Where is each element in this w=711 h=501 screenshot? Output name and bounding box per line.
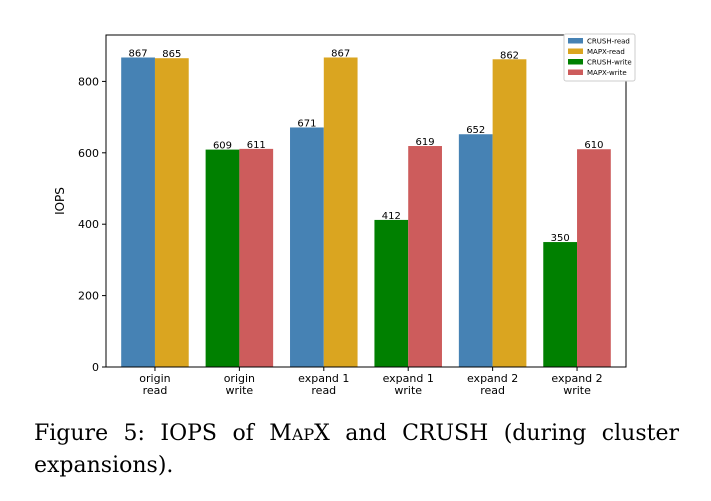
caption-suffix: and CRUSH (during cluster expansions). (34, 421, 679, 478)
bar-crush-write-4 (374, 219, 409, 367)
bar-mapx-write-4 (408, 146, 442, 367)
data-label-mapx-write-4: 619 (416, 137, 435, 148)
y-tick-label-0: 0 (92, 361, 99, 374)
caption-prefix: Figure 5: IOPS of (34, 421, 270, 446)
plot-frame (105, 34, 627, 368)
data-label-crush-write-2: 609 (213, 141, 232, 152)
x-tick-label-5-line-2: read (480, 384, 505, 397)
data-label-crush-read-1: 867 (129, 48, 148, 59)
y-tick-label-200: 200 (78, 290, 99, 303)
bar-crush-write-2 (205, 149, 240, 367)
legend-label-crush-write: CRUSH-write (587, 59, 632, 67)
y-tick-label-400: 400 (78, 218, 99, 231)
y-axis: 0 200 400 600 800 (78, 75, 106, 374)
legend-label-mapx-write: MAPX-write (587, 69, 627, 77)
bar-mapx-read-5 (492, 59, 527, 367)
x-tick-label-3-line-1: expand 1 (298, 372, 349, 385)
x-tick-label-4-line-2: write (394, 384, 422, 397)
legend-swatch-mapx-read (568, 48, 583, 54)
caption-mapx-small: AP (291, 425, 315, 444)
iops-bar-chart: 867 865 609 611 671 867 412 619 652 862 350 610 0 20… (53, 33, 636, 397)
data-label-mapx-write-6: 610 (584, 140, 603, 151)
x-tick-label-1-line-2: read (143, 384, 168, 397)
legend-label-crush-read: CRUSH-read (587, 38, 630, 46)
data-labels-layer: 867 865 609 611 671 867 412 619 652 862 350 610 (129, 48, 604, 244)
data-label-crush-write-6: 350 (551, 233, 570, 244)
x-tick-label-2-line-1: origin (224, 372, 255, 385)
data-label-mapx-read-3: 867 (331, 48, 350, 59)
data-label-crush-read-5: 652 (466, 125, 485, 136)
data-label-crush-read-3: 671 (297, 118, 316, 129)
y-tick-label-800: 800 (78, 75, 99, 88)
x-tick-label-4-line-1: expand 1 (383, 372, 434, 385)
bar-crush-read-3 (290, 127, 324, 368)
data-label-mapx-read-5: 862 (500, 50, 519, 61)
caption-mapx-first: M (269, 421, 292, 446)
bar-mapx-write-2 (239, 148, 274, 367)
data-label-mapx-write-2: 611 (247, 140, 266, 151)
legend-swatch-crush-read (568, 38, 583, 44)
bar-crush-read-5 (458, 134, 493, 367)
bar-mapx-write-6 (577, 149, 611, 367)
y-tick-label-600: 600 (78, 147, 99, 160)
bar-crush-read-1 (121, 57, 155, 367)
bar-crush-write-6 (543, 242, 578, 367)
x-tick-label-6-line-2: write (563, 384, 591, 397)
x-tick-label-3-line-2: read (311, 384, 336, 397)
figure-caption: Figure 5: IOPS of MAPX and CRUSH (during… (34, 418, 679, 481)
data-label-mapx-read-1: 865 (162, 49, 181, 60)
bar-mapx-read-1 (154, 58, 189, 368)
legend-label-mapx-read: MAPX-read (587, 48, 625, 56)
x-tick-label-5-line-1: expand 2 (467, 372, 518, 385)
legend-box (563, 33, 636, 82)
x-tick-label-6-line-1: expand 2 (551, 372, 602, 385)
x-tick-label-1-line-1: origin (139, 372, 170, 385)
data-label-crush-write-4: 412 (382, 211, 401, 222)
legend-swatch-mapx-write (568, 69, 583, 75)
x-tick-label-2-line-2: write (226, 384, 254, 397)
caption-mapx-last: X (314, 421, 330, 446)
y-axis-label: IOPS (53, 187, 67, 215)
legend: CRUSH-read MAPX-read CRUSH-write MAPX-write (563, 33, 636, 82)
legend-swatch-crush-write (568, 59, 583, 65)
bar-mapx-read-3 (323, 57, 358, 367)
bars-layer (121, 57, 611, 368)
